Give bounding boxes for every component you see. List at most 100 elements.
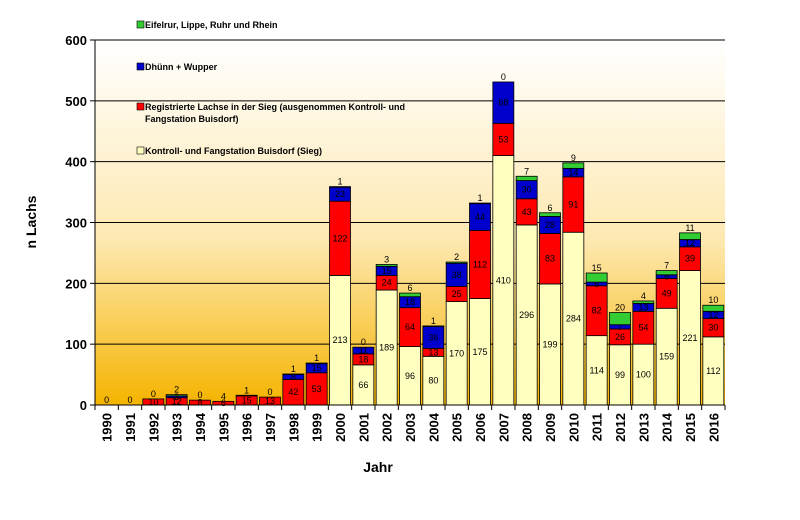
data-label-1991-series-3: 0	[127, 395, 132, 405]
data-label-2015-series-2: 12	[685, 238, 695, 248]
data-label-1994-series-1: 8	[197, 398, 202, 408]
data-label-2012-series-3: 20	[615, 303, 625, 313]
x-tick-label-2004: 2004	[426, 412, 441, 442]
data-label-2005-series-1: 25	[452, 289, 462, 299]
data-label-2010-series-0: 284	[566, 314, 581, 324]
legend-label-line-1-0: Registrierte Lachse in der Sieg (ausgeno…	[145, 102, 405, 112]
bar-2014-series-3	[655, 270, 678, 276]
bar-2008-series-3	[515, 175, 538, 181]
x-tick-label-2009: 2009	[543, 413, 558, 442]
bar-2006-series-3	[469, 202, 491, 205]
legend-label-line-0-0: Kontroll- und Fangstation Buisdorf (Sieg…	[145, 146, 322, 156]
bar-1996-series-3	[235, 394, 258, 397]
data-label-2013-series-3: 4	[641, 291, 646, 301]
data-label-2013-series-2: 13	[638, 302, 648, 312]
data-label-2004-series-2: 36	[428, 332, 438, 342]
data-label-1993-series-1: 12	[172, 396, 182, 406]
bar-2004-series-3	[422, 325, 445, 327]
data-label-2003-series-1: 64	[405, 322, 415, 332]
data-label-2015-series-0: 221	[682, 333, 697, 343]
x-tick-label-1993: 1993	[170, 413, 185, 442]
data-label-2001-series-3: 0	[361, 337, 366, 347]
data-label-2009-series-2: 28	[545, 220, 555, 230]
legend-swatch-series-1	[136, 102, 145, 111]
data-label-1999-series-2: 15	[312, 363, 322, 373]
data-label-2006-series-0: 175	[472, 347, 487, 357]
data-label-2007-series-1: 53	[498, 134, 508, 144]
legend-label-series-3: Eifelrur, Lippe, Ruhr und Rhein	[145, 20, 278, 30]
bar-2003-series-3	[399, 292, 421, 298]
data-label-1993-series-2: 3	[174, 392, 179, 402]
x-tick-label-2011: 2011	[590, 413, 605, 441]
data-label-2007-series-2: 68	[498, 98, 508, 108]
y-axis-title: n Lachs	[23, 195, 39, 248]
x-tick-label-2013: 2013	[636, 413, 651, 442]
data-label-2012-series-1: 26	[615, 332, 625, 342]
data-label-1996-series-3: 1	[244, 385, 249, 395]
bar-group-2016: 112 30 12 10	[702, 295, 725, 406]
data-label-1998-series-1: 42	[288, 387, 298, 397]
x-tick-label-1998: 1998	[286, 413, 301, 442]
data-label-2009-series-1: 83	[545, 254, 555, 264]
data-label-2003-series-2: 18	[405, 297, 415, 307]
data-label-2005-series-0: 170	[449, 348, 464, 358]
data-label-1990-series-1: 0	[104, 395, 109, 405]
bar-group-2006: 175 112 44 1	[469, 193, 491, 406]
data-label-1999-series-3: 1	[314, 353, 319, 363]
data-label-1992-series-3: 0	[151, 389, 156, 399]
legend-label-line-3-0: Eifelrur, Lippe, Ruhr und Rhein	[145, 20, 278, 30]
bar-group-2003: 96 64 18 6	[399, 283, 421, 406]
data-label-2011-series-0: 114	[589, 365, 603, 375]
data-label-2011-series-3: 15	[592, 263, 602, 273]
bar-2007-series-2	[492, 81, 515, 124]
bar-group-2012: 99 267 20	[609, 303, 631, 406]
data-label-2005-series-2: 38	[452, 270, 462, 280]
bar-group-2002: 189 24 15 3	[375, 254, 398, 406]
bar-2010-series-3	[562, 162, 585, 169]
bar-group-2004: 80 13 36 1	[422, 316, 445, 406]
y-tick-label-100: 100	[65, 337, 87, 352]
bar-group-1998: 42 81	[282, 364, 305, 406]
data-label-2014-series-2: 6	[664, 272, 669, 282]
y-tick-label-500: 500	[65, 94, 87, 109]
bar-2000-series-3	[329, 186, 351, 188]
legend-swatch-series-3	[136, 20, 145, 29]
data-label-2006-series-3: 1	[477, 193, 482, 203]
data-label-1999-series-1: 53	[312, 384, 322, 394]
x-tick-label-1996: 1996	[240, 413, 255, 442]
data-label-2002-series-1: 24	[382, 278, 392, 288]
x-tick-label-1990: 1990	[100, 413, 115, 442]
data-label-2001-series-0: 66	[358, 380, 368, 390]
data-label-1993-series-3: 2	[174, 385, 179, 395]
bar-2015-series-3	[679, 232, 701, 240]
data-label-2007-series-3: 0	[501, 72, 506, 82]
bar-group-2008: 296 43 30 7	[515, 166, 538, 406]
y-tick-label-0: 0	[80, 398, 87, 413]
bar-group-2007: 410 53 68 0	[492, 72, 515, 406]
data-label-2013-series-1: 54	[638, 323, 648, 333]
data-label-2002-series-3: 3	[384, 254, 389, 264]
data-label-2010-series-2: 14	[568, 168, 578, 178]
data-label-2010-series-3: 9	[571, 153, 576, 163]
bar-1998-series-3	[282, 373, 305, 375]
x-tick-label-2005: 2005	[450, 413, 465, 442]
data-label-2008-series-1: 43	[522, 207, 532, 217]
data-label-2008-series-0: 296	[519, 310, 534, 320]
x-tick-label-2006: 2006	[473, 413, 488, 442]
bar-group-2014: 159 49 67	[655, 261, 678, 406]
bar-2012-series-3	[609, 312, 631, 326]
data-label-2003-series-0: 96	[405, 371, 415, 381]
data-label-2002-series-2: 15	[382, 266, 392, 276]
x-tick-label-2003: 2003	[403, 413, 418, 442]
data-label-2012-series-2: 7	[617, 322, 622, 332]
bar-2016-series-3	[702, 304, 725, 312]
data-label-2004-series-0: 80	[428, 376, 438, 386]
legend-label-series-1: Registrierte Lachse in der Sieg (ausgeno…	[145, 102, 405, 124]
x-tick-label-1997: 1997	[263, 413, 278, 442]
x-tick-label-1995: 1995	[216, 413, 231, 442]
data-label-1998-series-3: 1	[291, 364, 296, 374]
data-label-2000-series-2: 23	[335, 189, 345, 199]
bar-2013-series-3	[632, 300, 655, 304]
